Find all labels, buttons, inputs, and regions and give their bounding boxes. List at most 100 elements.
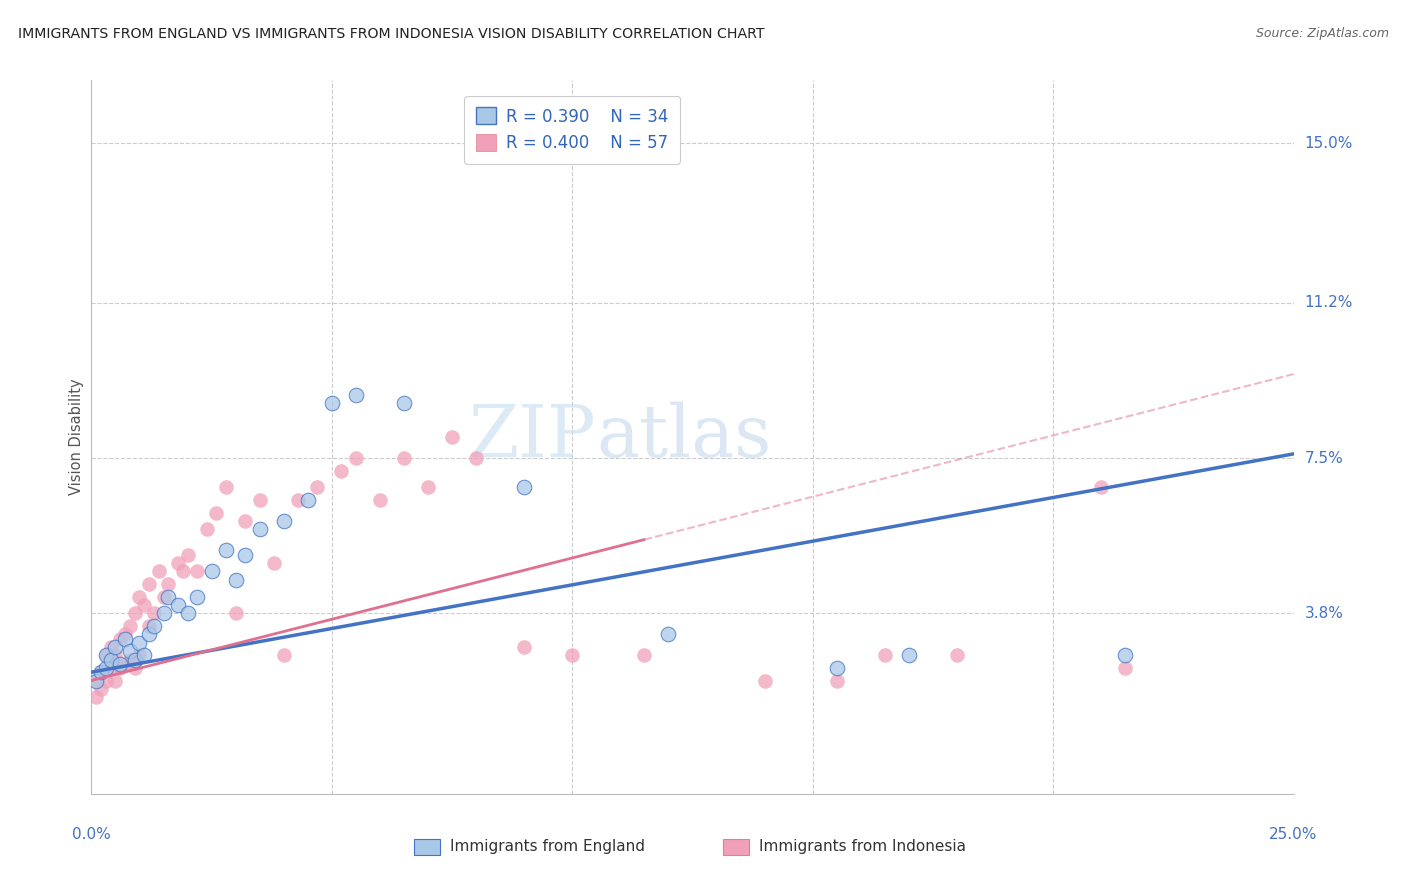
Point <box>90 681 112 696</box>
Point <box>561 648 583 663</box>
Text: ZIP: ZIP <box>468 401 596 473</box>
Point <box>186 565 208 579</box>
Point <box>825 673 848 688</box>
Point <box>148 565 170 579</box>
Point <box>186 590 208 604</box>
Text: 7.5%: 7.5% <box>1305 450 1343 466</box>
Point <box>104 648 127 663</box>
Point <box>118 619 141 633</box>
Point <box>225 607 247 621</box>
Point <box>195 523 218 537</box>
Point <box>1114 661 1136 675</box>
Point <box>273 648 295 663</box>
Point <box>157 590 180 604</box>
Text: IMMIGRANTS FROM ENGLAND VS IMMIGRANTS FROM INDONESIA VISION DISABILITY CORRELATI: IMMIGRANTS FROM ENGLAND VS IMMIGRANTS FR… <box>18 27 765 41</box>
Text: atlas: atlas <box>596 401 772 473</box>
Point <box>90 665 112 680</box>
Text: 11.2%: 11.2% <box>1305 295 1353 310</box>
Point <box>205 506 228 520</box>
Point <box>124 607 146 621</box>
Point <box>392 396 415 410</box>
Text: 25.0%: 25.0% <box>1270 828 1317 842</box>
Point <box>344 388 367 402</box>
Point <box>94 648 117 663</box>
Point <box>118 652 141 666</box>
Point <box>1090 480 1112 494</box>
Point <box>128 590 150 604</box>
Point <box>176 607 198 621</box>
Point <box>94 648 117 663</box>
Point <box>104 673 127 688</box>
Point <box>94 673 117 688</box>
Point <box>84 690 107 705</box>
Point <box>897 648 920 663</box>
Text: 0.0%: 0.0% <box>72 828 111 842</box>
Point <box>100 652 122 666</box>
Point <box>167 556 190 570</box>
Point <box>110 632 132 646</box>
Point <box>152 590 174 604</box>
Point <box>633 648 655 663</box>
Point <box>249 493 271 508</box>
Point <box>873 648 896 663</box>
Point <box>138 577 160 591</box>
Text: 15.0%: 15.0% <box>1305 136 1353 151</box>
Point <box>344 451 367 466</box>
Point <box>321 396 343 410</box>
Point <box>142 607 165 621</box>
Point <box>104 640 127 654</box>
Point <box>1114 648 1136 663</box>
Point <box>215 480 238 494</box>
Point <box>172 565 194 579</box>
Text: Immigrants from England: Immigrants from England <box>450 839 644 855</box>
Point <box>263 556 285 570</box>
Point <box>273 514 295 528</box>
Point <box>157 577 180 591</box>
Point <box>84 673 107 688</box>
Point <box>392 451 415 466</box>
Point <box>118 644 141 658</box>
Point <box>128 636 150 650</box>
Point <box>134 598 156 612</box>
Point <box>114 657 136 671</box>
Point <box>94 661 117 675</box>
Point <box>946 648 969 663</box>
Point <box>114 632 136 646</box>
Point <box>249 523 271 537</box>
Point <box>134 648 156 663</box>
FancyBboxPatch shape <box>723 838 749 855</box>
Point <box>110 661 132 675</box>
Point <box>513 480 536 494</box>
Point <box>201 565 224 579</box>
Point <box>233 548 256 562</box>
Point <box>138 627 160 641</box>
Point <box>287 493 309 508</box>
Point <box>128 648 150 663</box>
Point <box>100 661 122 675</box>
Point <box>176 548 198 562</box>
Point <box>825 661 848 675</box>
Point <box>307 480 329 494</box>
Point <box>152 607 174 621</box>
Point <box>124 652 146 666</box>
Point <box>100 640 122 654</box>
Point <box>138 619 160 633</box>
Point <box>142 619 165 633</box>
Text: Source: ZipAtlas.com: Source: ZipAtlas.com <box>1256 27 1389 40</box>
FancyBboxPatch shape <box>413 838 440 855</box>
Text: 3.8%: 3.8% <box>1305 606 1344 621</box>
Point <box>330 464 353 478</box>
Point <box>90 665 112 680</box>
Point <box>657 627 679 641</box>
Point <box>167 598 190 612</box>
Text: Immigrants from Indonesia: Immigrants from Indonesia <box>759 839 966 855</box>
Point <box>754 673 776 688</box>
Point <box>297 493 319 508</box>
Y-axis label: Vision Disability: Vision Disability <box>69 379 84 495</box>
Point <box>84 673 107 688</box>
Point <box>416 480 439 494</box>
Point <box>233 514 256 528</box>
Point <box>513 640 536 654</box>
Point <box>225 573 247 587</box>
Point <box>465 451 488 466</box>
